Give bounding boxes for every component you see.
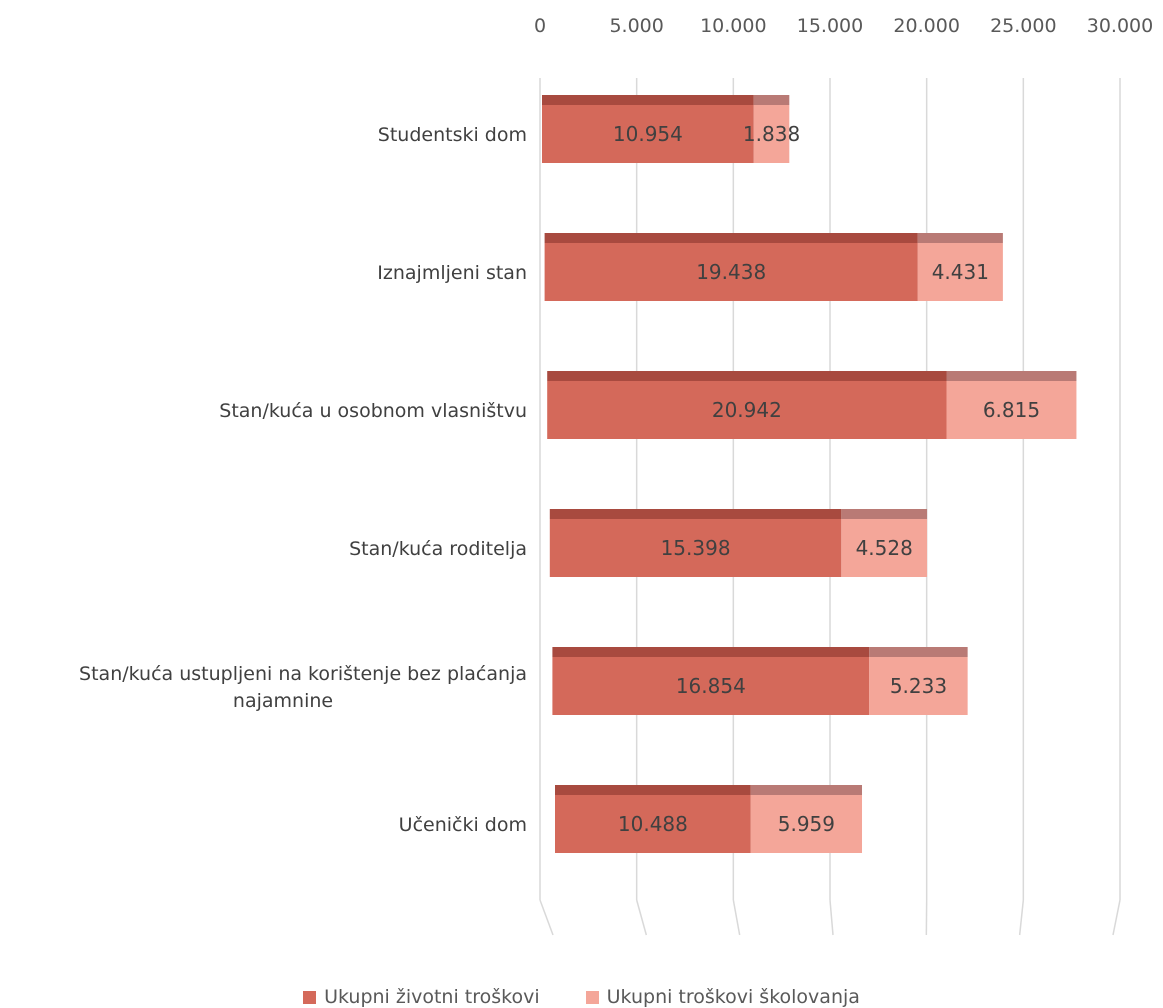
bar-top-face [555, 785, 751, 795]
data-label: 15.398 [661, 536, 731, 560]
data-label: 19.438 [696, 260, 766, 284]
bar-top-face [552, 647, 869, 657]
data-label: 20.942 [712, 398, 782, 422]
x-tick-label: 20.000 [893, 15, 959, 37]
data-label: 4.528 [856, 536, 913, 560]
bar-top-face [918, 233, 1003, 243]
category-label: Stan/kuća u osobnom vlasništvu [219, 400, 527, 422]
x-tick-label: 10.000 [700, 15, 766, 37]
bars: 10.954 1.838 19.438 4.431 20.942 6.815 15.398 4… [542, 95, 1076, 853]
x-tick-label: 15.000 [797, 15, 863, 37]
data-label: 5.959 [778, 812, 835, 836]
gridline-floor [540, 900, 553, 935]
data-label: 10.954 [613, 122, 683, 146]
gridline-floor [637, 900, 647, 935]
data-label: 10.488 [618, 812, 688, 836]
legend-swatch [303, 991, 316, 1004]
data-label: 4.431 [932, 260, 989, 284]
x-tick-label: 25.000 [990, 15, 1056, 37]
bar-top-face [545, 233, 918, 243]
bar-top-face [869, 647, 967, 657]
bar-top-face [542, 95, 754, 105]
data-label: 16.854 [676, 674, 746, 698]
bar-top-face [550, 509, 842, 519]
category-labels: Studentski dom Iznajmljeni stan Stan/kuća … [79, 124, 527, 836]
gridline-floor [733, 900, 739, 935]
data-label: 1.838 [743, 122, 800, 146]
x-tick-label: 0 [534, 15, 546, 37]
category-label: Studentski dom [378, 124, 527, 146]
bar-top-face [754, 95, 790, 105]
bar-top-face [751, 785, 862, 795]
gridline-floor [830, 900, 833, 935]
gridline-floor [1113, 900, 1120, 935]
bar-top-face [841, 509, 927, 519]
category-label: Stan/kuća ustupljeni na korištenje bez p… [79, 663, 527, 685]
category-label: Stan/kuća roditelja [349, 538, 527, 560]
data-label: 5.233 [890, 674, 947, 698]
x-tick-label: 5.000 [609, 15, 663, 37]
bar-top-face [946, 371, 1076, 381]
bar-top-face [547, 371, 946, 381]
x-axis-tick-labels: 0 5.000 10.000 15.000 20.000 25.000 30.000 [534, 15, 1153, 37]
category-label: Učenički dom [399, 814, 527, 836]
gridline-floor [1020, 900, 1024, 935]
category-label: najamnine [233, 690, 333, 712]
data-label: 6.815 [983, 398, 1040, 422]
x-tick-label: 30.000 [1087, 15, 1153, 37]
category-label: Iznajmljeni stan [377, 262, 527, 284]
legend-swatch [586, 991, 599, 1004]
